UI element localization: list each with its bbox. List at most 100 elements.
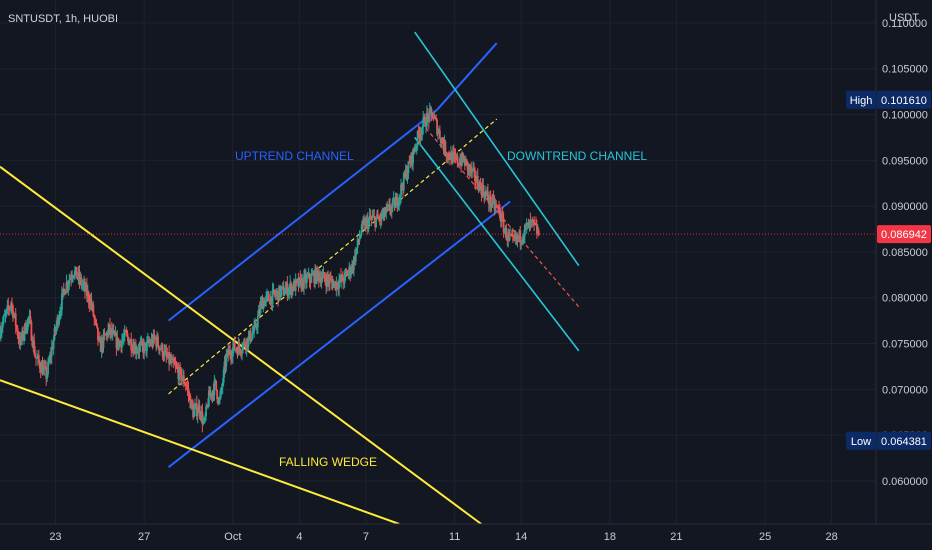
candle-body [385,206,388,214]
candle-body [467,165,470,170]
candle-body [220,387,223,389]
candle-body [444,141,447,156]
candle-body [68,279,71,284]
candle-body [100,339,103,352]
candle-body [110,328,113,335]
candle-body [394,200,397,209]
candle-body [82,283,85,285]
candle-body [512,235,515,238]
candle-body [105,333,108,336]
candle-body [60,310,62,313]
wedge-lower-line[interactable] [0,379,400,525]
candle-body [179,366,182,369]
candle-body [293,281,296,291]
price-tick-label: 0.110000 [882,18,927,30]
candle-body [40,364,43,373]
uptrend-extension-line[interactable] [436,42,498,111]
candle-body [380,213,383,219]
candle-body [122,336,125,339]
candle-body [340,276,342,281]
candle-body [500,214,503,222]
candle-body [469,166,472,171]
candle-body [468,165,471,171]
candle-body [535,224,538,234]
uptrend-lower-line[interactable] [167,200,511,468]
price-axis[interactable]: USDT 0.0600000.0650000.0700000.0750000.0… [846,0,932,524]
candle-body [329,278,332,280]
candle-body [34,353,37,357]
candle-body [182,375,184,380]
candle-body [488,195,491,205]
downtrend-upper-line[interactable] [414,31,580,267]
candle-body [417,130,420,134]
candle-body [128,342,131,345]
candle-body [455,155,458,159]
wedge-upper-line[interactable] [0,165,482,525]
candle-body [439,138,442,144]
candle-body [386,206,389,208]
candle-body [202,421,205,425]
candle-body [401,187,404,190]
candle-body [219,388,222,398]
candle-body [429,108,432,110]
candle-body [90,299,93,307]
candle-body [498,207,500,209]
candle-body [190,400,193,409]
candle-body [261,299,264,310]
candle-body [288,287,291,293]
candle-body [518,230,521,239]
candle-body [402,173,405,190]
candle-body [86,292,89,297]
candle-body [306,276,309,278]
candle-body [255,327,258,329]
candle-body [271,289,274,305]
candle-body [537,230,540,236]
candle-body [533,219,536,224]
time-axis[interactable]: 23 27 Oct 4 7 11 14 18 21 25 28 [0,523,932,550]
candle-body [534,223,536,225]
uptrend-mid-line[interactable] [168,118,498,395]
candle-body [154,337,157,339]
downtrend-channel-label: DOWNTREND CHANNEL [507,149,647,163]
candle-body [262,301,265,310]
downtrend-mid-line[interactable] [425,127,580,308]
candle-body [50,346,53,357]
candle-body [499,217,502,222]
trend-drawings[interactable] [0,31,580,525]
candle-body [448,152,450,158]
candle-body [24,323,26,335]
candle-body [462,158,465,161]
candle-body [79,276,82,281]
candle-body [405,170,408,179]
candle-body [185,385,188,387]
candle-body [524,224,527,226]
candle-body [203,419,206,422]
candle-body [232,341,235,348]
candle-body [239,348,242,353]
candle-body [152,334,155,345]
candle-body [70,277,73,279]
candle-body [517,236,520,239]
candle-body [438,130,441,139]
candle-body [210,393,213,397]
candle-body [73,276,75,278]
candle-body [299,277,302,279]
downtrend-lower-line[interactable] [414,136,580,352]
candle-body [454,155,457,159]
uptrend-upper-line[interactable] [167,109,438,322]
candle-body [192,406,195,418]
chart-title: SNTUSDT, 1h, HUOBI [8,13,118,25]
candle-body [143,343,146,354]
candle-body [27,317,30,320]
candle-body [69,277,72,280]
candle-body [294,279,297,291]
candle-body [410,153,413,165]
candle-body [280,286,283,290]
candle-body [450,152,452,160]
candle-body [466,161,469,170]
candle-body [182,375,185,384]
candle-body [198,405,201,414]
candle-body [508,232,511,236]
candle-body [253,324,256,333]
